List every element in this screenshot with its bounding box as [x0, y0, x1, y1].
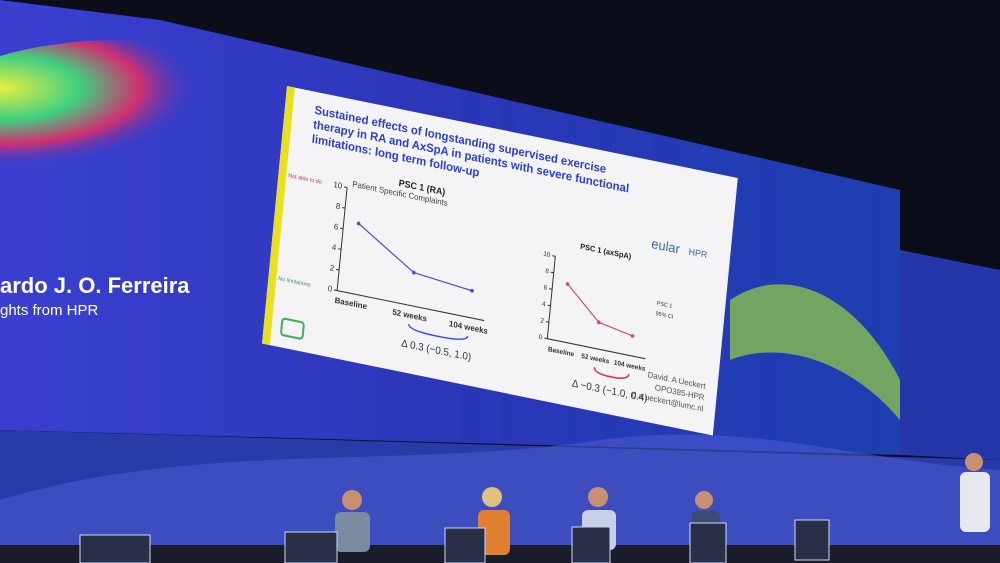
data-point: [356, 221, 361, 226]
tick-mark: [550, 271, 554, 274]
tick-mark: [552, 255, 556, 257]
tick-mark: [544, 337, 548, 340]
y-tick-label: 8: [335, 201, 341, 211]
tick-mark: [338, 248, 342, 250]
legend-entry: 95% CI: [655, 311, 674, 321]
slide-accent: [261, 86, 295, 346]
screen-swirl: [0, 40, 320, 200]
y-tick-label: 0: [538, 334, 543, 342]
y-tick-label: 4: [542, 301, 547, 309]
y-axis: [546, 256, 556, 339]
y-tick-label: 6: [333, 222, 339, 232]
legend-entry: PSC 1: [656, 301, 672, 310]
speaker-subtitle: ghts from HPR: [0, 302, 99, 319]
panelists: [79, 453, 990, 563]
brace: [408, 323, 469, 341]
logo-main: eular: [651, 236, 681, 257]
speaker-name: ardo J. O. Ferreira: [0, 273, 190, 298]
y-tick-label: 2: [540, 317, 545, 325]
data-point: [565, 282, 570, 286]
slide-bg: [261, 86, 738, 436]
tick-mark: [545, 321, 549, 323]
tick-mark: [549, 288, 553, 290]
y-tick-label: 10: [543, 251, 551, 260]
screen-swirl: [730, 284, 900, 420]
y-tick-label: 0: [327, 284, 333, 294]
y-tick-label: 8: [545, 268, 550, 276]
data-point: [630, 334, 635, 338]
tick-mark: [340, 227, 344, 230]
y-axis: [336, 187, 348, 291]
camera-icon: [280, 317, 305, 340]
data-point: [597, 320, 601, 325]
tick-mark: [547, 304, 551, 307]
y-tick-label: 10: [333, 180, 343, 191]
tick-mark: [344, 186, 348, 189]
x-axis: [337, 290, 485, 322]
data-point: [470, 288, 474, 293]
data-point: [412, 270, 416, 275]
y-tick-label: 2: [329, 263, 335, 273]
tick-mark: [334, 289, 338, 292]
brace: [593, 367, 630, 379]
logo-sub: HPR: [688, 246, 708, 260]
x-axis: [547, 338, 646, 360]
tick-mark: [336, 268, 340, 271]
side-screen: [900, 250, 1000, 460]
y-tick-label: 4: [331, 243, 337, 253]
slide: Sustained effects of longstanding superv…: [261, 86, 738, 436]
y-tick-label: 6: [543, 284, 548, 292]
tick-mark: [342, 207, 346, 209]
